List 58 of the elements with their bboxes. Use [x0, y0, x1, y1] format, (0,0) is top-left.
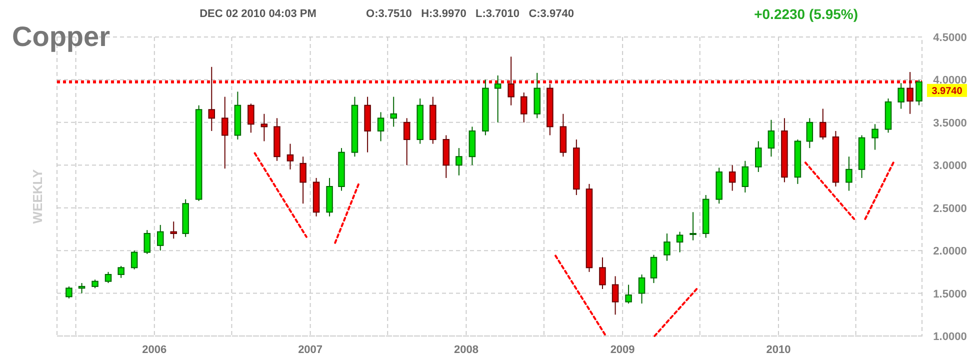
candlestick — [806, 118, 814, 149]
candlestick — [846, 156, 852, 192]
text: +0.2230 (5.95%) — [754, 6, 858, 22]
y-tick-label: 2.5000 — [933, 202, 967, 215]
candlestick — [377, 112, 384, 142]
candlestick — [144, 230, 151, 254]
candlestick — [456, 148, 462, 176]
candlestick — [755, 140, 762, 172]
candlestick — [221, 96, 228, 170]
candlestick — [494, 74, 502, 123]
candlestick — [906, 72, 914, 114]
text: O:3.7510 H:3.9970 L:3.7010 C:3.9740 — [366, 8, 574, 20]
candlestick — [768, 119, 775, 158]
candlestick — [742, 160, 749, 193]
candlestick — [130, 250, 138, 270]
candlestick — [248, 103, 254, 134]
candlestick — [916, 79, 922, 106]
ref-line-label: 3.9740 — [932, 86, 963, 97]
candlestick — [728, 164, 736, 192]
candlestick — [690, 212, 696, 241]
candlestick — [676, 231, 684, 253]
candlestick — [612, 276, 619, 316]
candlestick — [872, 124, 878, 150]
candlestick — [170, 221, 177, 240]
candlestick — [300, 156, 306, 204]
candlestick — [638, 274, 646, 304]
candlestick — [66, 286, 72, 299]
candlestick — [156, 224, 164, 252]
y-tick-label: 1.5000 — [933, 288, 967, 300]
candlestick — [820, 108, 826, 140]
y-tick-label: 3.5000 — [933, 117, 967, 130]
x-tick-label: 2006 — [142, 344, 167, 356]
x-tick-label: 2010 — [766, 344, 791, 356]
candlestick — [78, 282, 86, 294]
y-tick-label: 3.0000 — [933, 160, 967, 172]
x-tick-label: 2007 — [298, 344, 323, 356]
y-tick-label: 1.0000 — [933, 331, 967, 343]
x-tick-label: 2008 — [454, 344, 478, 356]
candlestick — [118, 265, 124, 278]
candlestick — [599, 256, 606, 290]
candlestick — [508, 56, 514, 106]
text: DEC 02 2010 04:03 PM — [200, 8, 316, 20]
chart-title: Copper — [12, 21, 110, 52]
candlestick — [390, 96, 397, 128]
candlestick — [898, 82, 904, 110]
candlestick — [625, 284, 632, 304]
y-tick-label: 2.0000 — [933, 246, 967, 258]
candlestick — [664, 232, 670, 262]
candlestick — [403, 118, 410, 166]
candlestick — [650, 254, 658, 284]
candlestick — [104, 271, 112, 284]
candlestick — [208, 66, 216, 132]
y-tick-label: 4.0000 — [933, 74, 967, 87]
candlestick — [286, 143, 294, 170]
x-tick-label: 2009 — [610, 344, 635, 356]
candlestick — [520, 92, 528, 123]
candlestick — [260, 113, 268, 142]
y-tick-label: 4.5000 — [933, 32, 967, 44]
